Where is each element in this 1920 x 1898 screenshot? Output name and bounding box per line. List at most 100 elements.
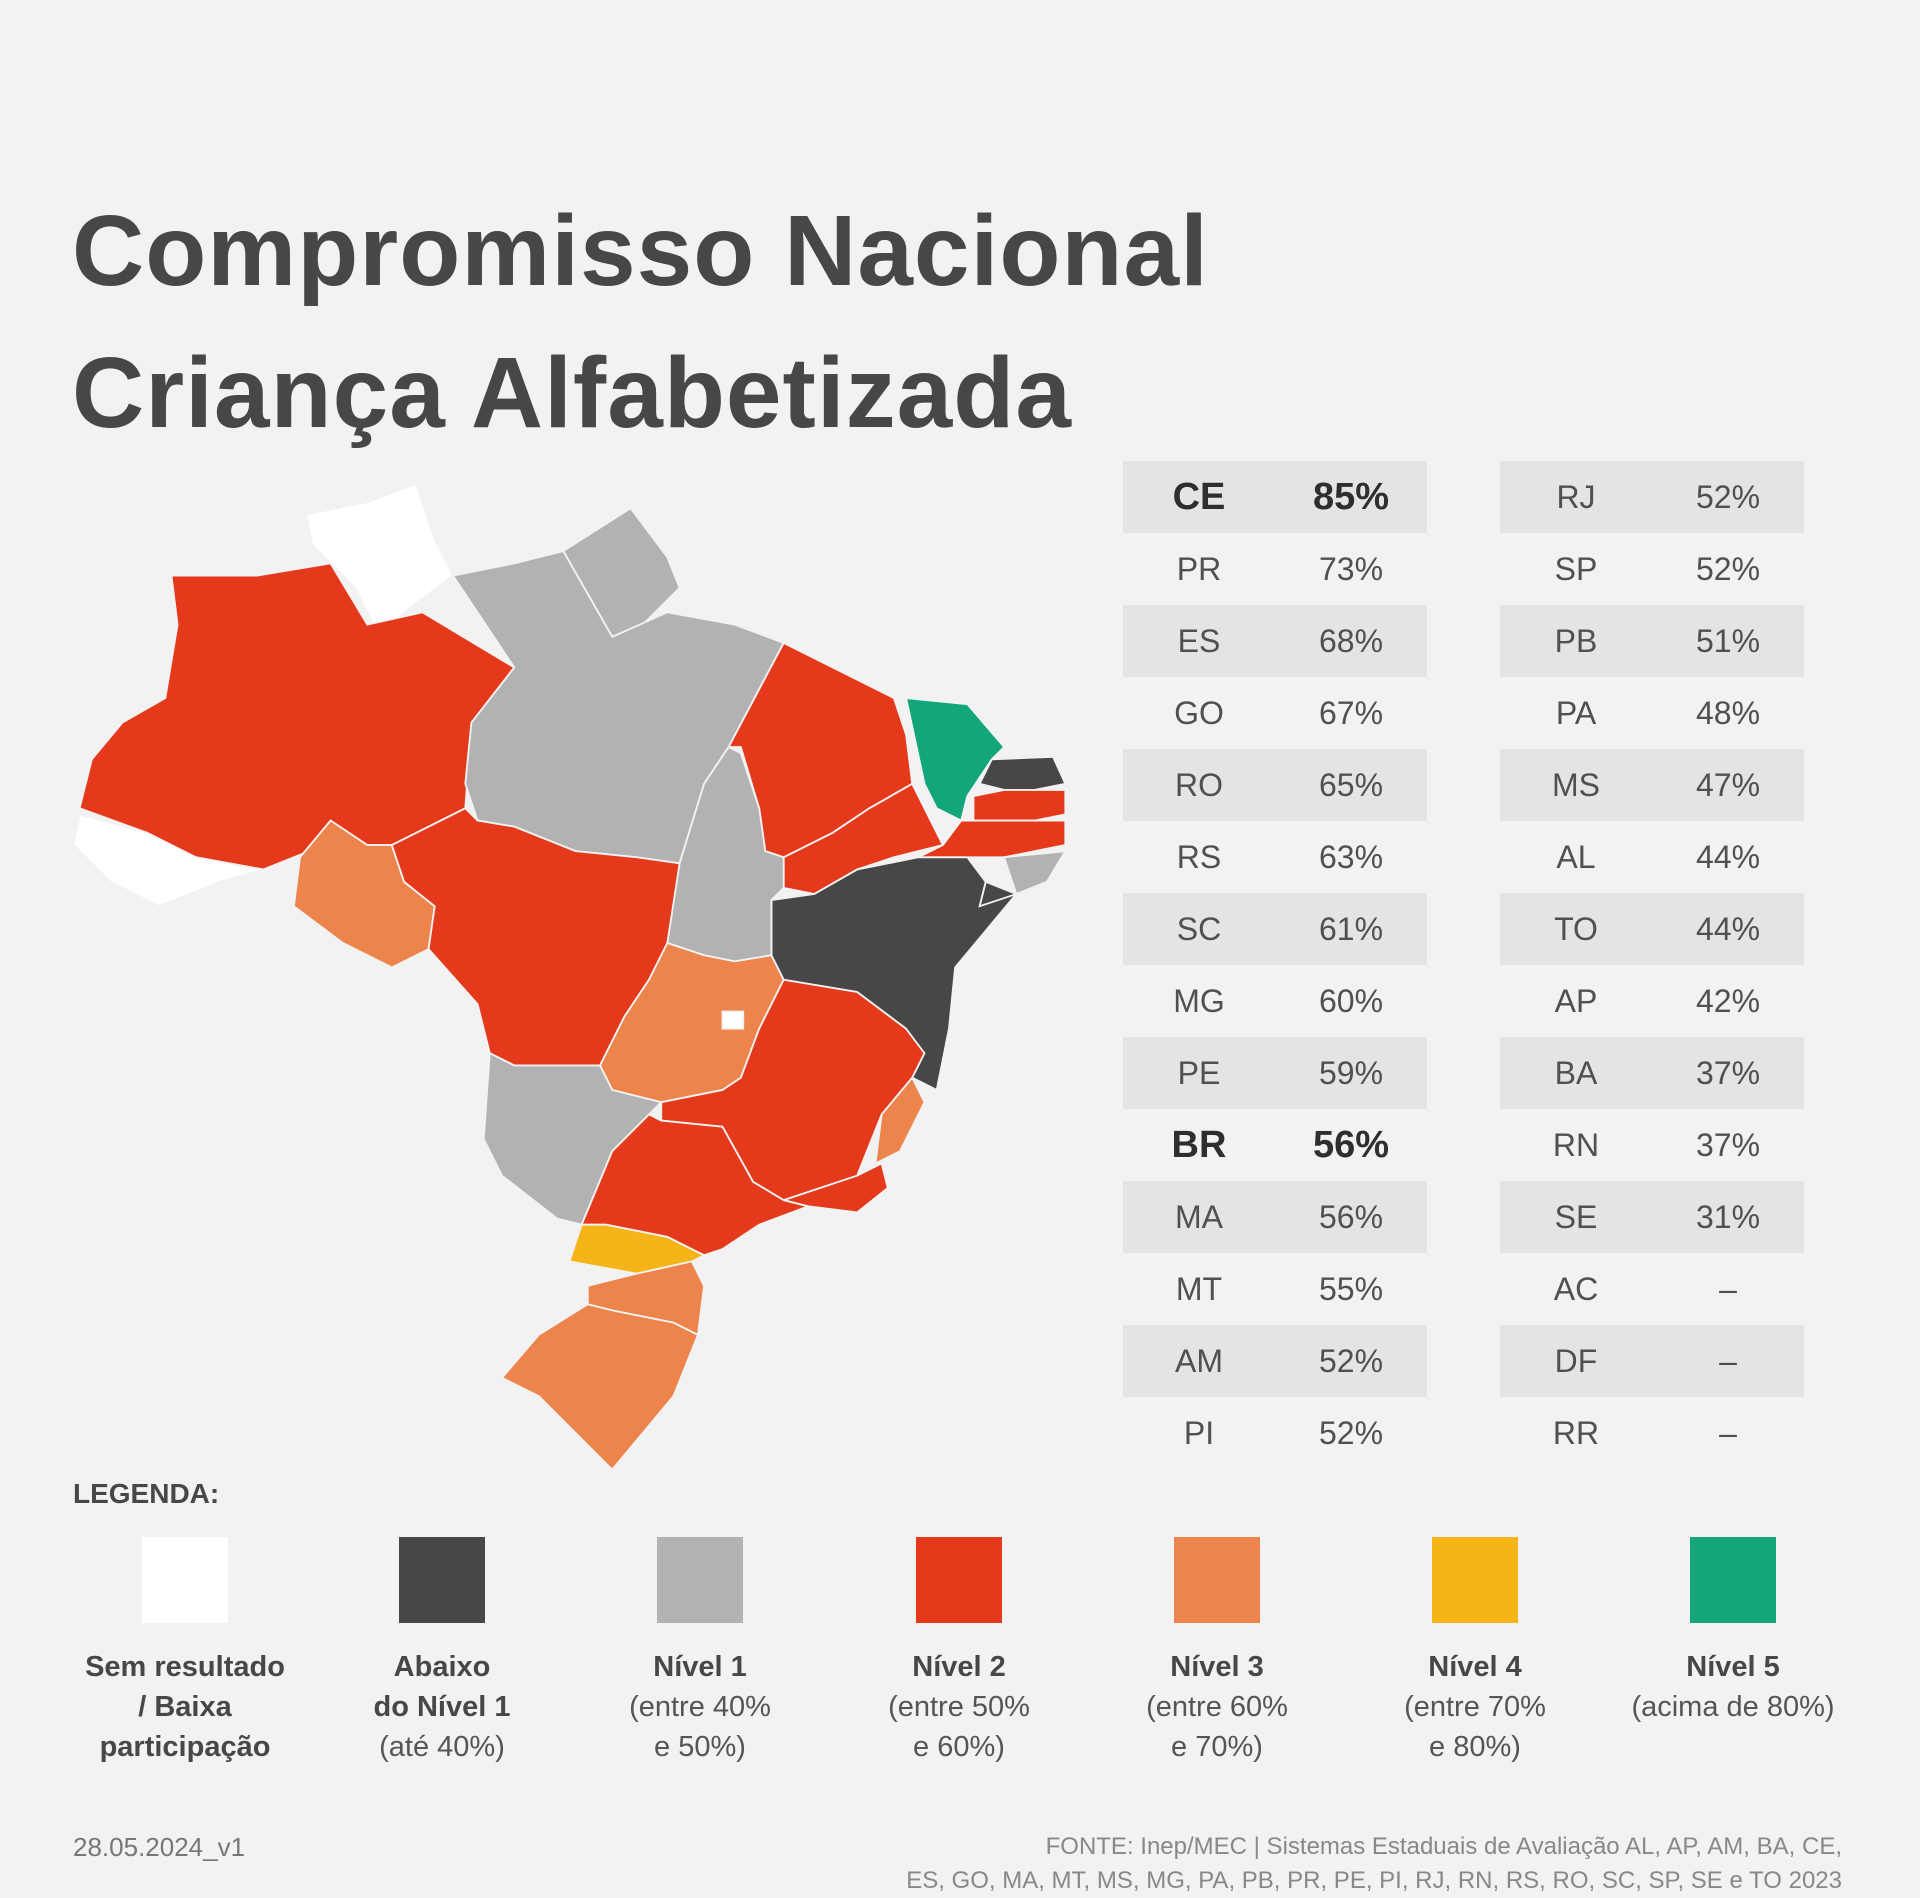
results-table-right: RJ 52% SP 52% PB 51% PA 48% MS 47% AL 44% TO 44% AP 42%… [1500, 461, 1804, 1469]
legend-label: Abaixo [393, 1651, 491, 1683]
state-percent: 59% [1318, 1054, 1384, 1091]
legend-sublabel: e 80%) [1429, 1731, 1521, 1763]
state-percent: 52% [1695, 478, 1761, 515]
legend-sublabel: / Baixa [138, 1691, 232, 1723]
state-rs [500, 1303, 700, 1471]
state-code: MT [1175, 1270, 1223, 1307]
state-percent: 73% [1318, 550, 1384, 587]
legend-sublabel: (entre 60% [1146, 1691, 1288, 1723]
page-title: Compromisso Nacional Criança Alfabetizad… [72, 180, 1209, 464]
legend-item-abaixo: Abaixo do Nível 1 (até 40%) [312, 1537, 572, 1767]
state-pr [568, 1223, 707, 1275]
state-percent: 48% [1695, 694, 1761, 731]
state-code: AC [1553, 1270, 1599, 1307]
table-row: PE 59% [1123, 1037, 1427, 1109]
state-percent: 44% [1695, 910, 1761, 947]
table-row: MA 56% [1123, 1181, 1427, 1253]
table-row: AC – [1500, 1253, 1804, 1325]
state-ac [72, 813, 264, 908]
table-row: SC 61% [1123, 893, 1427, 965]
state-code: RJ [1556, 478, 1596, 515]
state-code: CE [1172, 475, 1226, 518]
state-code: MA [1175, 1198, 1223, 1235]
legend-swatch [1174, 1537, 1260, 1623]
table-row: RS 63% [1123, 821, 1427, 893]
table-row: BA 37% [1500, 1037, 1804, 1109]
state-code: DF [1554, 1342, 1598, 1379]
state-rn [978, 755, 1067, 791]
legend-label: Nível 4 [1428, 1651, 1522, 1683]
state-code: PR [1176, 550, 1222, 587]
state-percent: 63% [1318, 838, 1384, 875]
legend-item-nivel4: Nível 4 (entre 70% e 80%) [1345, 1537, 1605, 1767]
legend-item-nivel3: Nível 3 (entre 60% e 70%) [1087, 1537, 1347, 1767]
title-line-2: Criança Alfabetizada [72, 337, 1072, 449]
state-code: RR [1552, 1414, 1600, 1451]
legend-sublabel: participação [99, 1731, 271, 1763]
table-row: RJ 52% [1500, 461, 1804, 533]
state-code: SP [1554, 550, 1598, 587]
state-percent: 47% [1695, 766, 1761, 803]
table-row: RR – [1500, 1397, 1804, 1469]
legend-sublabel: (entre 40% [629, 1691, 771, 1723]
state-code: TO [1554, 910, 1598, 947]
state-percent: 44% [1695, 838, 1761, 875]
version-date: 28.05.2024_v1 [73, 1832, 246, 1862]
table-row: AM 52% [1123, 1325, 1427, 1397]
table-row: RO 65% [1123, 749, 1427, 821]
table-row: MT 55% [1123, 1253, 1427, 1325]
state-code: BR [1171, 1123, 1227, 1166]
state-df [721, 1010, 745, 1030]
state-percent: 52% [1695, 550, 1761, 587]
state-percent: 37% [1695, 1126, 1761, 1163]
state-code: BA [1554, 1054, 1598, 1091]
source-line-2: ES, GO, MA, MT, MS, MG, PA, PB, PR, PE, … [906, 1867, 1842, 1894]
state-code: PE [1177, 1054, 1221, 1091]
state-percent: 52% [1318, 1342, 1384, 1379]
legend-swatch [399, 1537, 485, 1623]
table-row: RN 37% [1500, 1109, 1804, 1181]
state-es [874, 1076, 926, 1166]
table-row: SE 31% [1500, 1181, 1804, 1253]
legend-sublabel: e 60%) [913, 1731, 1005, 1763]
table-row: GO 67% [1123, 677, 1427, 749]
legend-sublabel: (acima de 80%) [1631, 1691, 1835, 1723]
source-line-1: FONTE: Inep/MEC | Sistemas Estaduais de … [1045, 1833, 1842, 1860]
state-code: RN [1552, 1126, 1600, 1163]
legend-item-sem-resultado: Sem resultado / Baixa participação [55, 1537, 315, 1767]
state-percent: – [1719, 1270, 1737, 1307]
state-code: ES [1177, 622, 1221, 659]
state-percent: 52% [1318, 1414, 1384, 1451]
state-percent: 68% [1318, 622, 1384, 659]
legend-label: Nível 3 [1170, 1651, 1264, 1683]
state-code: MG [1173, 982, 1225, 1019]
table-row: PA 48% [1500, 677, 1804, 749]
table-row: PR 73% [1123, 533, 1427, 605]
results-table-left: CE 85% PR 73% ES 68% GO 67% RO 65% RS 63% SC 61% MG 60%… [1123, 461, 1427, 1469]
state-percent: 56% [1318, 1198, 1384, 1235]
table-row: PI 52% [1123, 1397, 1427, 1469]
legend-sublabel: (entre 50% [888, 1691, 1030, 1723]
table-row: AP 42% [1500, 965, 1804, 1037]
state-percent: 42% [1695, 982, 1761, 1019]
table-row: PB 51% [1500, 605, 1804, 677]
state-percent: 85% [1312, 475, 1390, 518]
state-percent: 51% [1695, 622, 1761, 659]
title-line-1: Compromisso Nacional [72, 195, 1209, 307]
legend-swatch [916, 1537, 1002, 1623]
legend-title: LEGENDA: [73, 1478, 220, 1509]
table-row: TO 44% [1500, 893, 1804, 965]
state-code: SE [1554, 1198, 1598, 1235]
state-code: GO [1174, 694, 1224, 731]
state-percent: 56% [1312, 1123, 1390, 1166]
legend-sublabel: (até 40%) [379, 1731, 505, 1763]
table-row: CE 85% [1123, 461, 1427, 533]
state-rr [305, 482, 455, 639]
state-ce [904, 697, 1006, 822]
state-percent: 65% [1318, 766, 1384, 803]
legend-label: Nível 5 [1686, 1651, 1780, 1683]
legend-swatch [1690, 1537, 1776, 1623]
legend-swatch [657, 1537, 743, 1623]
state-pb [972, 788, 1067, 822]
state-code: RO [1175, 766, 1223, 803]
